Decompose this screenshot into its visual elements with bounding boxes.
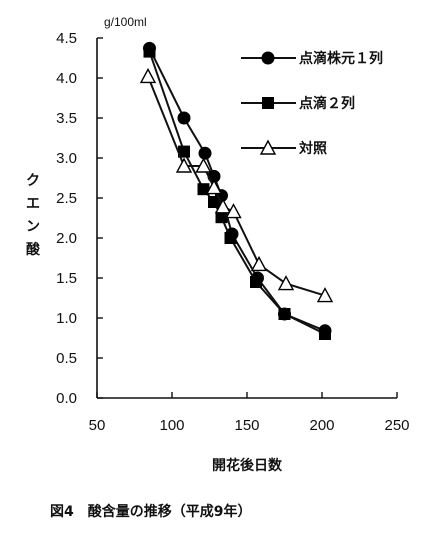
series-line (148, 51, 326, 335)
data-point (250, 255, 268, 272)
x-tick-label: 250 (384, 417, 409, 434)
data-point (197, 183, 210, 196)
x-axis-title: 開花後日数 (212, 457, 283, 474)
data-point (259, 139, 277, 155)
data-point (278, 308, 291, 320)
series-2 (143, 45, 331, 340)
data-point (319, 328, 331, 340)
y-tick-label: 1.5 (56, 270, 77, 287)
data-point (175, 157, 193, 173)
x-ticks: 50 100 150 200 250 (89, 392, 410, 434)
data-point (225, 203, 242, 219)
y-tick-label: 2.0 (56, 230, 77, 247)
y-tick-label: 0.5 (56, 350, 77, 367)
y-axis-title-char: ン (26, 219, 40, 235)
data-point (277, 275, 295, 291)
x-tick-label: 150 (234, 417, 259, 434)
data-point (195, 157, 212, 173)
series-3 (139, 67, 334, 303)
data-point (198, 146, 212, 160)
legend-item: 対照 (241, 139, 327, 157)
x-tick-label: 200 (309, 417, 334, 434)
axes (96, 38, 397, 399)
x-tick-label: 100 (159, 417, 184, 434)
y-tick-label: 0.0 (56, 390, 77, 407)
legend-label: 対照 (298, 140, 327, 157)
data-point (316, 287, 334, 303)
series-layer (139, 41, 334, 340)
y-axis-unit: g/100ml (104, 15, 147, 29)
y-axis-title-char: ク (26, 173, 40, 189)
y-tick-label: 4.5 (56, 30, 77, 47)
data-point (262, 97, 274, 109)
data-point (214, 198, 232, 214)
legend-item: 点滴株元１列 (241, 50, 383, 67)
figure-caption: 図4 酸含量の推移（平成9年） (50, 504, 252, 520)
series-1 (143, 41, 332, 338)
acid-content-chart: 0.0 0.5 1.0 1.5 2.0 2.5 3.0 3.5 4.0 4.5 50 100 150 2… (26, 15, 410, 474)
data-point (205, 179, 223, 195)
y-tick-label: 3.0 (56, 150, 77, 167)
data-point (177, 111, 191, 125)
y-tick-label: 2.5 (56, 190, 77, 207)
data-point (208, 196, 220, 208)
y-ticks: 0.0 0.5 1.0 1.5 2.0 2.5 3.0 3.5 4.0 4.5 (56, 30, 103, 407)
y-axis-title-char: 酸 (26, 241, 41, 258)
x-tick-label: 50 (89, 417, 106, 434)
y-tick-label: 4.0 (56, 70, 77, 87)
data-point (261, 51, 275, 65)
data-point (143, 45, 156, 58)
data-point (224, 232, 237, 244)
data-point (250, 276, 262, 288)
y-tick-label: 1.0 (56, 310, 77, 327)
data-point (215, 211, 228, 224)
legend-label: 点滴２列 (299, 95, 355, 112)
legend-label: 点滴株元１列 (299, 50, 383, 67)
y-axis-title-char: エ (26, 196, 40, 212)
y-tick-label: 3.5 (56, 110, 77, 127)
legend-item: 点滴２列 (241, 95, 355, 112)
data-point (139, 67, 157, 84)
data-point (178, 145, 190, 158)
